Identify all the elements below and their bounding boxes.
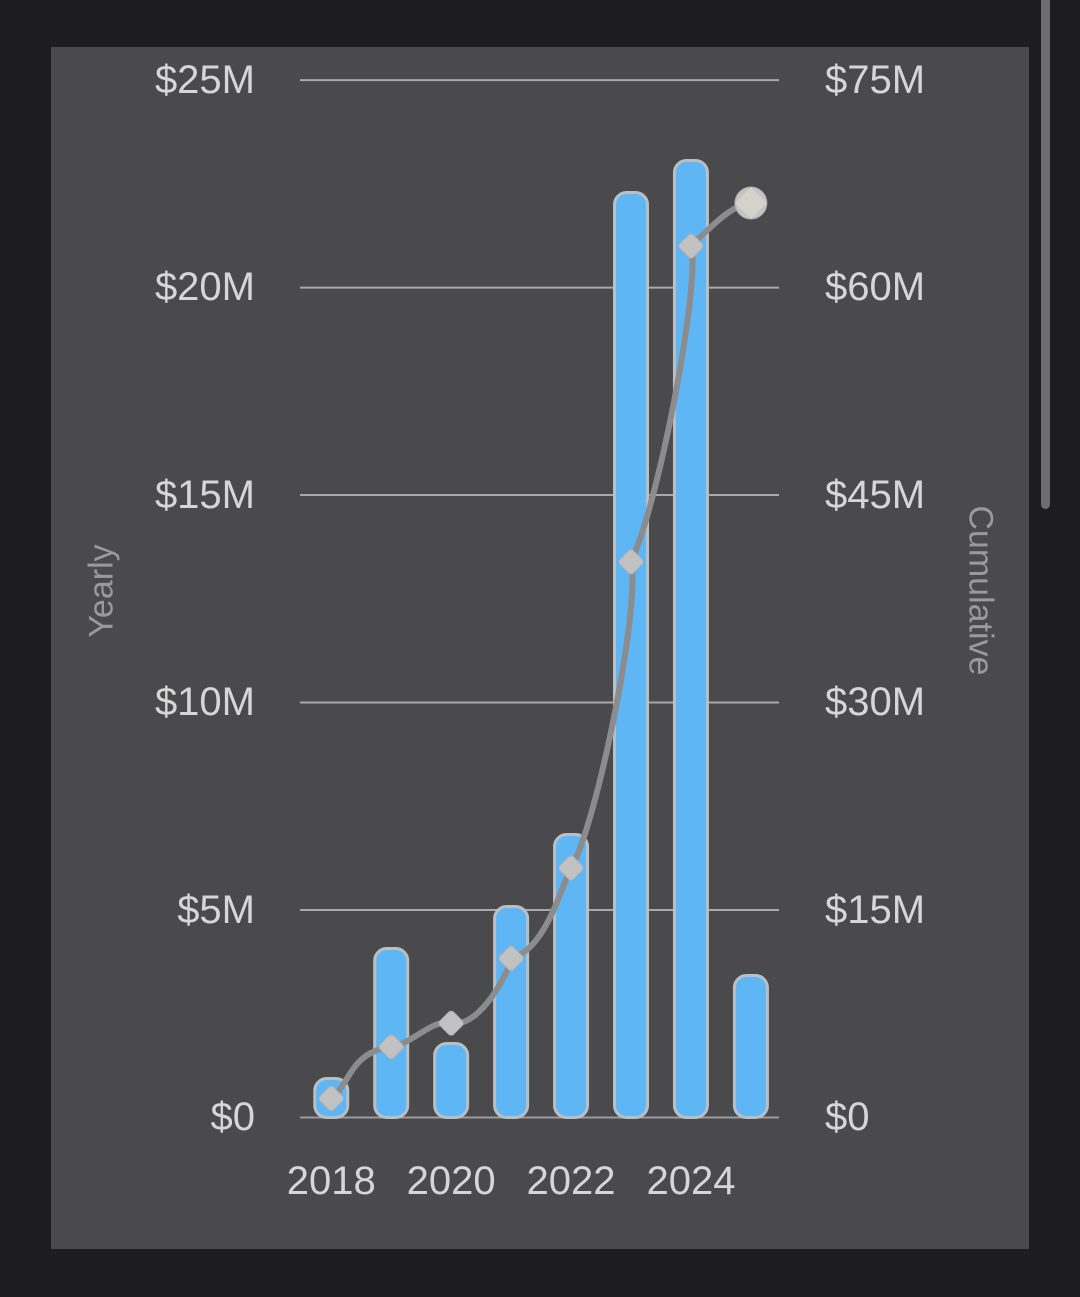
svg-text:$0: $0 — [825, 1095, 870, 1139]
svg-text:Cumulative: Cumulative — [962, 505, 1000, 675]
svg-text:$75M: $75M — [825, 58, 925, 102]
svg-text:$45M: $45M — [825, 473, 925, 517]
svg-text:$15M: $15M — [825, 888, 925, 932]
svg-text:$25M: $25M — [155, 58, 255, 102]
svg-text:2018: 2018 — [287, 1159, 376, 1203]
svg-text:$10M: $10M — [155, 680, 255, 724]
svg-text:$0: $0 — [211, 1095, 256, 1139]
svg-text:$60M: $60M — [825, 265, 925, 309]
svg-text:2022: 2022 — [527, 1159, 616, 1203]
svg-text:$5M: $5M — [177, 888, 255, 932]
svg-text:2020: 2020 — [407, 1159, 496, 1203]
svg-text:2024: 2024 — [646, 1159, 735, 1203]
svg-text:$30M: $30M — [825, 680, 925, 724]
svg-text:$15M: $15M — [155, 473, 255, 517]
svg-text:Yearly: Yearly — [83, 544, 121, 637]
svg-text:$20M: $20M — [155, 265, 255, 309]
